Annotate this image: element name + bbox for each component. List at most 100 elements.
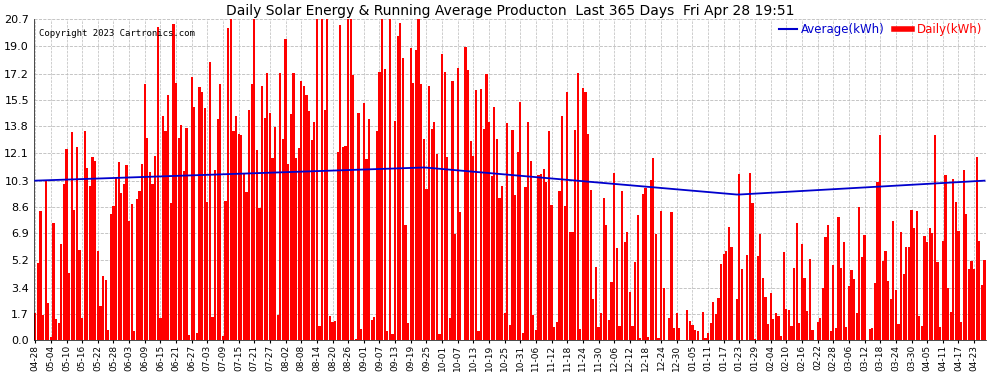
Bar xyxy=(488,122,490,340)
Bar xyxy=(861,257,863,340)
Bar xyxy=(81,318,83,340)
Bar xyxy=(624,242,626,340)
Bar xyxy=(926,242,929,340)
Bar xyxy=(188,335,190,340)
Bar xyxy=(525,188,527,340)
Bar xyxy=(126,165,128,340)
Bar xyxy=(493,107,495,340)
Bar xyxy=(547,131,550,340)
Bar xyxy=(817,321,819,340)
Bar xyxy=(407,322,409,340)
Bar xyxy=(298,148,300,340)
Bar xyxy=(592,299,594,340)
Bar xyxy=(895,290,897,340)
Bar xyxy=(903,274,905,340)
Bar xyxy=(490,176,493,340)
Bar xyxy=(694,330,696,340)
Bar xyxy=(263,118,266,340)
Bar xyxy=(519,102,522,340)
Bar xyxy=(368,119,370,340)
Bar xyxy=(527,123,530,340)
Bar xyxy=(399,24,401,340)
Bar xyxy=(141,164,144,340)
Bar xyxy=(477,332,480,340)
Bar xyxy=(632,326,634,340)
Bar xyxy=(308,111,310,340)
Bar xyxy=(313,122,316,340)
Bar xyxy=(233,131,235,340)
Bar xyxy=(279,73,281,340)
Bar xyxy=(332,322,334,340)
Bar xyxy=(619,326,621,340)
Bar xyxy=(545,182,547,340)
Bar xyxy=(451,81,453,340)
Bar xyxy=(394,121,396,340)
Bar xyxy=(647,337,649,340)
Bar xyxy=(746,255,748,340)
Bar xyxy=(412,82,415,340)
Bar xyxy=(561,117,563,340)
Bar xyxy=(191,76,193,340)
Bar xyxy=(962,170,965,340)
Bar xyxy=(884,251,886,340)
Bar xyxy=(769,293,772,340)
Bar xyxy=(975,156,978,340)
Bar xyxy=(230,20,232,340)
Bar xyxy=(952,179,954,340)
Bar xyxy=(206,202,209,340)
Bar xyxy=(456,68,458,340)
Bar xyxy=(764,297,766,340)
Bar xyxy=(373,316,375,340)
Bar xyxy=(517,152,519,340)
Bar xyxy=(726,251,728,340)
Bar xyxy=(728,226,730,340)
Bar xyxy=(162,116,164,340)
Bar xyxy=(475,90,477,340)
Bar xyxy=(391,334,394,340)
Bar xyxy=(65,149,67,340)
Bar xyxy=(965,214,967,340)
Bar xyxy=(842,242,844,340)
Bar xyxy=(715,314,717,340)
Bar xyxy=(261,86,263,340)
Bar xyxy=(921,326,923,340)
Bar xyxy=(804,278,806,340)
Bar xyxy=(621,191,623,340)
Bar xyxy=(960,322,962,340)
Bar xyxy=(349,20,351,340)
Bar xyxy=(855,313,858,340)
Bar xyxy=(723,254,725,340)
Bar xyxy=(266,72,268,341)
Bar xyxy=(675,313,678,340)
Bar xyxy=(360,329,362,340)
Bar xyxy=(790,326,793,340)
Bar xyxy=(809,259,811,340)
Bar xyxy=(916,211,918,340)
Bar xyxy=(159,318,161,340)
Bar xyxy=(362,104,365,340)
Bar xyxy=(342,147,345,340)
Bar xyxy=(533,315,535,340)
Bar xyxy=(973,269,975,340)
Bar xyxy=(198,87,201,340)
Bar xyxy=(253,20,255,340)
Bar xyxy=(209,62,211,340)
Bar xyxy=(871,328,873,340)
Bar xyxy=(689,321,691,340)
Bar xyxy=(642,194,644,340)
Bar xyxy=(702,312,704,340)
Bar xyxy=(780,336,782,340)
Bar xyxy=(123,184,125,340)
Bar xyxy=(418,20,420,340)
Bar xyxy=(858,207,860,340)
Bar xyxy=(868,328,871,340)
Bar xyxy=(811,330,814,340)
Bar xyxy=(775,313,777,340)
Bar xyxy=(634,262,637,340)
Bar xyxy=(70,132,73,340)
Bar xyxy=(498,198,501,340)
Bar xyxy=(316,20,318,340)
Bar xyxy=(918,316,921,340)
Bar xyxy=(340,25,342,341)
Bar xyxy=(924,236,926,340)
